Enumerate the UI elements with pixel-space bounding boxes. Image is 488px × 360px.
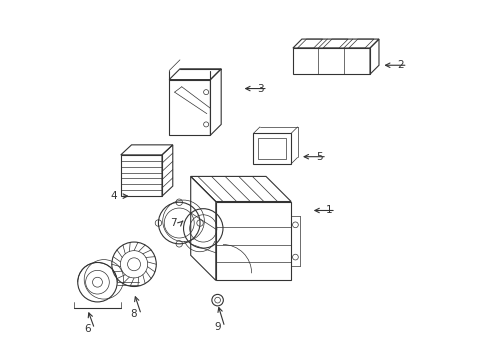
Bar bbox=[169, 80, 210, 135]
Bar bbox=[258, 138, 285, 159]
Text: 6: 6 bbox=[84, 324, 91, 334]
Text: 5: 5 bbox=[316, 152, 323, 162]
Text: 2: 2 bbox=[396, 60, 403, 70]
Text: 4: 4 bbox=[110, 191, 117, 201]
Bar bbox=[121, 155, 162, 196]
Text: 8: 8 bbox=[130, 310, 137, 319]
Text: 3: 3 bbox=[257, 84, 264, 94]
Text: 9: 9 bbox=[214, 322, 221, 332]
Bar bbox=[253, 134, 290, 164]
Text: 1: 1 bbox=[325, 206, 331, 216]
Bar bbox=[292, 48, 369, 74]
Bar bbox=[215, 202, 290, 280]
Text: 7: 7 bbox=[170, 218, 177, 228]
